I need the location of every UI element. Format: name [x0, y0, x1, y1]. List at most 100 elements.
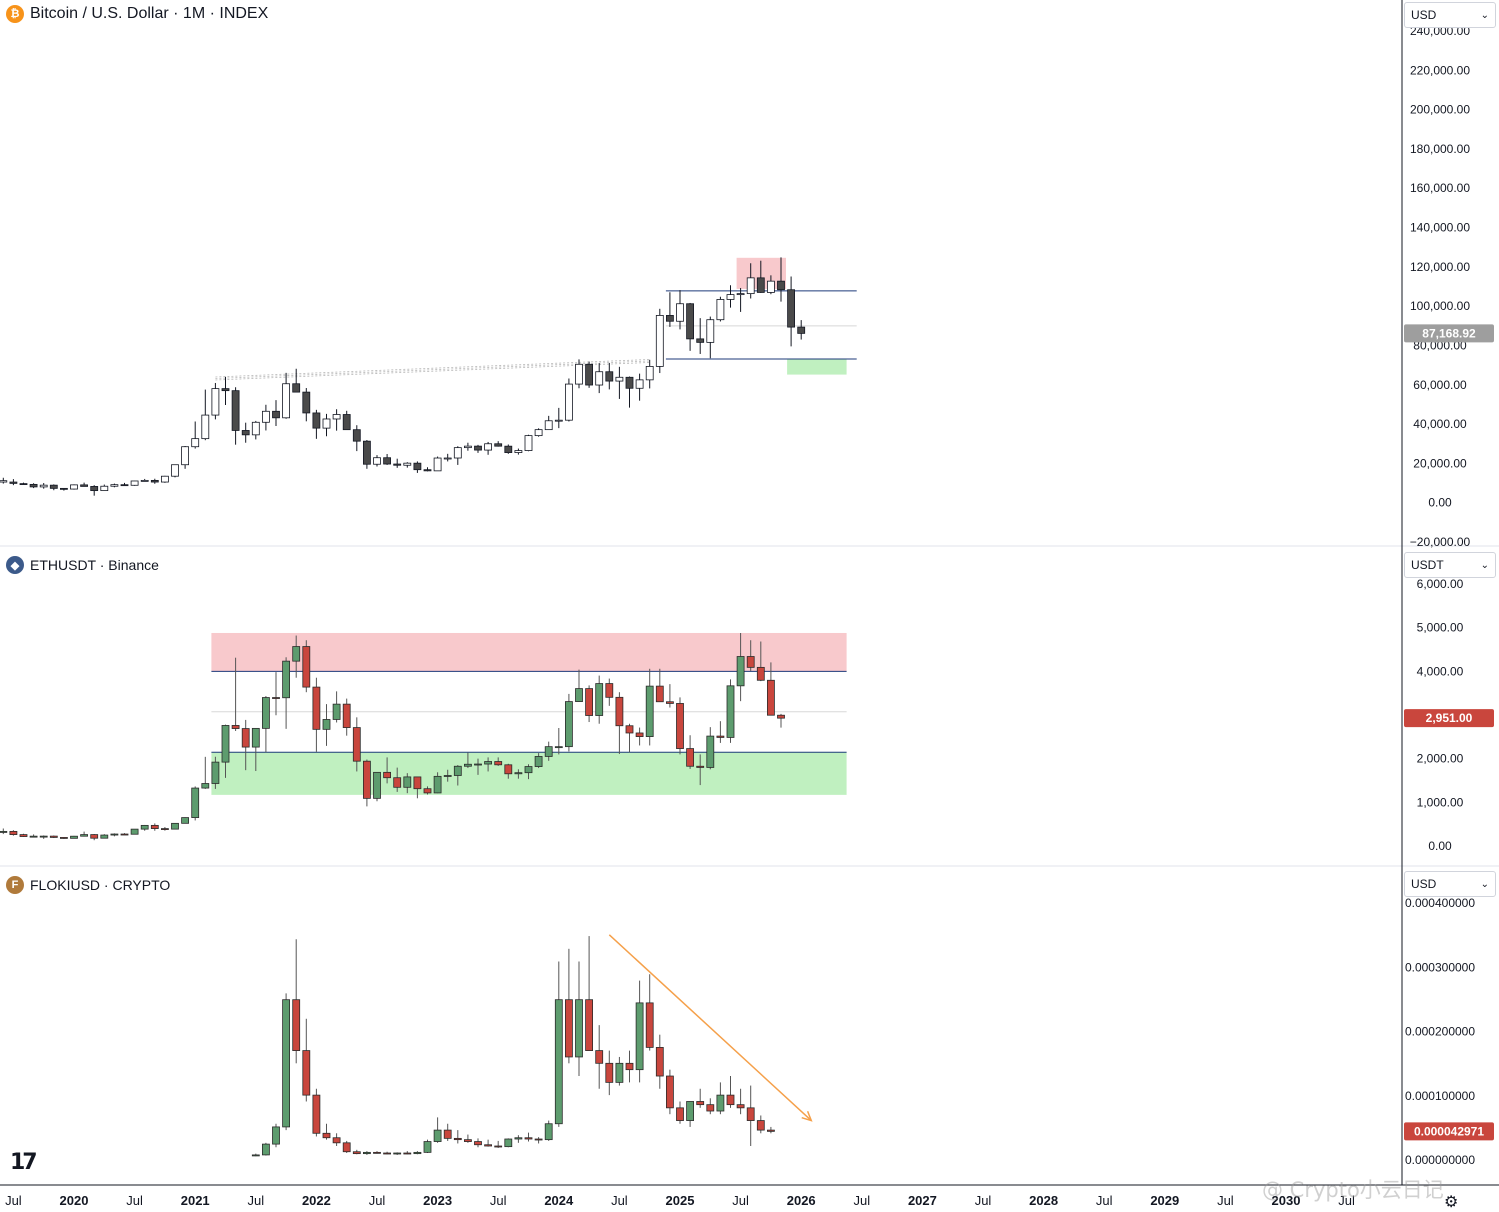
candle-body — [524, 435, 533, 451]
time-tick-label: Jul — [490, 1193, 507, 1208]
candle-body — [332, 1137, 341, 1144]
trendline — [215, 362, 650, 381]
candle-body — [595, 683, 604, 716]
candle-body — [605, 371, 614, 382]
time-tick-label: 2020 — [60, 1193, 89, 1208]
candle-body — [666, 315, 674, 322]
eth-currency-select[interactable]: USDT ⌄ — [1404, 552, 1496, 578]
bitcoin-icon: ₿ — [6, 5, 24, 23]
candle-body — [362, 1151, 371, 1155]
candle-body — [585, 688, 593, 716]
candle-body — [272, 697, 280, 699]
candle-body — [433, 1129, 442, 1142]
eth-pane-title[interactable]: ◆ ETHUSDT · Binance — [6, 556, 159, 574]
time-tick-label: 2022 — [302, 1193, 331, 1208]
candle-body — [706, 319, 715, 343]
candle-body — [625, 376, 634, 389]
candle-body — [767, 1129, 775, 1132]
candle-body — [565, 383, 573, 421]
candle-body — [0, 830, 8, 833]
candle-body — [514, 772, 523, 775]
candle-body — [635, 732, 644, 737]
candle-body — [655, 685, 664, 703]
candle-body — [150, 824, 159, 829]
floki-pane-title[interactable]: F FLOKIUSD · CRYPTO — [6, 876, 170, 894]
candle-body — [756, 277, 765, 293]
candle-body — [605, 1062, 614, 1083]
candle-body — [322, 418, 331, 429]
candle-body — [292, 646, 301, 662]
floki-currency-select[interactable]: USD ⌄ — [1404, 871, 1496, 897]
candle-body — [393, 463, 402, 466]
candle-body — [150, 479, 159, 483]
candle-body — [231, 390, 240, 431]
candle-body — [171, 464, 179, 477]
time-tick-label: 2026 — [787, 1193, 816, 1208]
candle-body — [60, 837, 68, 839]
candle-body — [160, 828, 169, 830]
candle-body — [201, 414, 210, 440]
price-tick-label: 5,000.00 — [1417, 621, 1464, 635]
candle-body — [181, 817, 190, 824]
candle-body — [504, 764, 513, 775]
candle-body — [655, 1047, 664, 1077]
candle-body — [736, 1104, 745, 1109]
settings-icon[interactable]: ⚙ — [1444, 1194, 1459, 1211]
candle-body — [231, 725, 240, 729]
price-tick-label: 40,000.00 — [1413, 417, 1467, 431]
candle-body — [706, 1104, 715, 1112]
candle-body — [696, 765, 705, 768]
candle-body — [201, 783, 210, 789]
price-tick-label: −20,000.00 — [1410, 535, 1471, 549]
candle-body — [746, 656, 755, 668]
time-tick-label: 2021 — [181, 1193, 210, 1208]
candle-body — [565, 701, 573, 748]
time-tick-label: 2024 — [544, 1193, 574, 1208]
zone-box — [787, 359, 847, 375]
candle-body — [655, 315, 664, 367]
candle-body — [312, 1094, 321, 1134]
candle-body — [534, 1138, 543, 1141]
candle-body — [110, 833, 119, 836]
candle-body — [373, 1151, 381, 1154]
last-price-label: 2,951.00 — [1426, 711, 1473, 725]
price-tick-label: 0.00 — [1428, 496, 1452, 510]
candle-body — [645, 685, 654, 737]
btc-currency-select[interactable]: USD ⌄ — [1404, 2, 1496, 28]
candle-body — [767, 280, 775, 293]
candle-body — [403, 462, 412, 466]
time-tick-label: Jul — [853, 1193, 870, 1208]
candle-body — [494, 443, 503, 447]
tradingview-logo[interactable]: 17 — [10, 1150, 38, 1175]
price-tick-label: 120,000.00 — [1410, 260, 1470, 274]
candle-body — [645, 366, 654, 381]
btc-title-text: Bitcoin / U.S. Dollar · 1M · INDEX — [30, 5, 269, 22]
candle-body — [100, 485, 109, 492]
candle-body — [676, 703, 684, 749]
time-tick-label: Jul — [1217, 1193, 1234, 1208]
candle-body — [312, 412, 321, 429]
candle-body — [70, 835, 78, 839]
btc-pane-title[interactable]: ₿ Bitcoin / U.S. Dollar · 1M · INDEX — [6, 5, 268, 23]
candle-body — [160, 475, 169, 483]
eth-title-text: ETHUSDT · Binance — [30, 557, 159, 573]
candle-body — [342, 1142, 351, 1153]
candle-body — [746, 277, 755, 295]
candle-body — [100, 834, 109, 839]
candle-body — [554, 999, 563, 1125]
candle-body — [756, 1120, 765, 1131]
time-tick-label: 2025 — [666, 1193, 695, 1208]
price-tick-label: 160,000.00 — [1410, 181, 1470, 195]
time-tick-label: Jul — [247, 1193, 264, 1208]
candle-body — [423, 469, 432, 472]
price-tick-label: 100,000.00 — [1410, 299, 1470, 313]
candle-body — [140, 824, 149, 830]
time-tick-label: Jul — [611, 1193, 628, 1208]
candle-body — [70, 484, 78, 490]
candle-body — [686, 303, 694, 340]
time-tick-label: Jul — [732, 1193, 749, 1208]
candle-body — [463, 763, 472, 767]
floki-currency-label: USD — [1411, 877, 1437, 891]
candle-body — [403, 776, 412, 788]
